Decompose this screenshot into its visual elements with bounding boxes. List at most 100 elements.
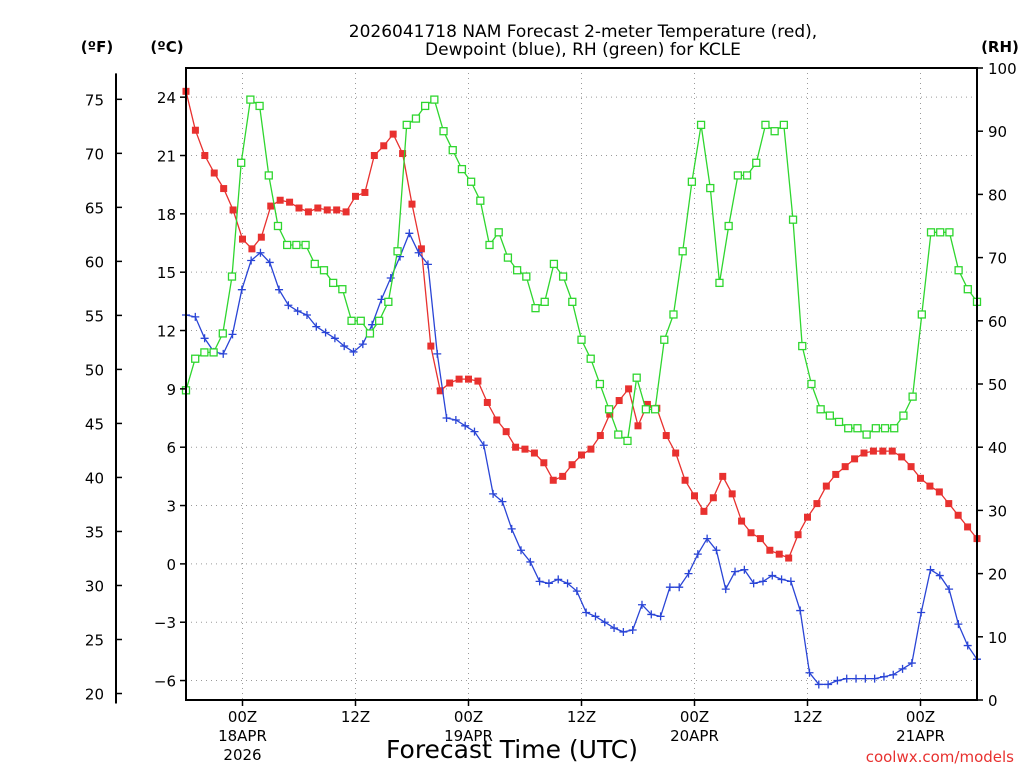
rh-point — [200, 348, 209, 357]
temperature-point — [615, 397, 623, 405]
dewpoint-point — [768, 571, 777, 580]
series-line-rh — [185, 98, 978, 443]
temperature-point — [700, 507, 708, 515]
series-rh — [181, 95, 982, 446]
dewpoint-point — [228, 330, 237, 339]
temperature-point — [530, 449, 538, 457]
dewpoint-point — [461, 421, 470, 430]
dewpoint-point — [507, 524, 516, 533]
fahrenheit-tick-label: 50 — [85, 361, 104, 379]
rh-point — [963, 285, 972, 294]
fahrenheit-tick-label: 60 — [85, 253, 104, 271]
temperature-point — [738, 517, 746, 525]
dewpoint-point — [368, 320, 377, 329]
temperature-point — [352, 192, 359, 200]
rh-point — [384, 297, 393, 306]
rh-point — [623, 436, 632, 446]
rh-point — [733, 171, 743, 180]
dewpoint-point — [414, 248, 423, 257]
series-line-temperature — [185, 91, 978, 559]
rh-point — [420, 101, 430, 111]
temperature-point — [276, 196, 284, 204]
fahrenheit-tick-label: 30 — [85, 577, 104, 595]
rh-point — [568, 297, 577, 306]
rh-point — [319, 266, 329, 275]
celsius-tick-label: 0 — [166, 556, 176, 574]
dewpoint-point — [377, 295, 386, 304]
temperature-point — [747, 529, 755, 537]
x-tick-label: 12Z — [341, 708, 370, 726]
chart-title-line-2: Dewpoint (blue), RH (green) for KCLE — [425, 40, 741, 60]
dewpoint-point — [247, 256, 256, 265]
rh-tick-label: 30 — [988, 502, 1007, 520]
dewpoint-point — [786, 577, 795, 586]
temperature-point — [540, 459, 548, 467]
temperature-point — [239, 235, 246, 243]
dewpoint-point — [358, 340, 367, 349]
dewpoint-point — [349, 347, 358, 356]
rh-point — [770, 127, 779, 136]
fahrenheit-tick-label: 65 — [85, 199, 104, 217]
temperature-point — [559, 472, 567, 480]
temperature-point — [869, 447, 877, 455]
rh-point — [439, 127, 448, 136]
dewpoint-point — [563, 579, 572, 588]
dewpoint-point — [777, 575, 786, 584]
dewpoint-point — [572, 587, 581, 596]
dewpoint-point — [842, 674, 851, 683]
temperature-point — [201, 152, 209, 160]
temperature-point — [813, 500, 821, 508]
rh-point — [752, 158, 761, 167]
series-layer — [181, 87, 982, 689]
fahrenheit-tick-label: 75 — [85, 91, 104, 109]
dewpoint-point — [433, 349, 442, 358]
x-axis-title: Forecast Time (UTC) — [386, 735, 638, 764]
temperature-point — [257, 233, 265, 241]
temperature-point — [549, 476, 557, 484]
dewpoint-point — [265, 258, 274, 267]
x-date-label: 18APR — [218, 727, 267, 745]
dewpoint-point — [665, 583, 674, 592]
temperature-point — [229, 206, 237, 214]
temperature-point — [832, 470, 840, 478]
fahrenheit-tick-label: 35 — [85, 523, 104, 541]
rh-point — [476, 196, 485, 205]
temperature-point — [926, 482, 934, 490]
fahrenheit-tick-label: 55 — [85, 307, 104, 325]
temperature-point — [634, 422, 642, 430]
rh-point — [632, 373, 641, 382]
rh-point — [273, 221, 283, 231]
celsius-tick-label: 15 — [157, 264, 176, 282]
rh-point — [264, 171, 273, 180]
temperature-point — [210, 169, 218, 177]
celsius-tick-label: 24 — [157, 89, 176, 107]
temperature-point — [267, 202, 275, 210]
rh-point — [862, 430, 871, 439]
dewpoint-point — [907, 659, 916, 668]
rh-point — [218, 329, 227, 338]
celsius-tick-label: 12 — [157, 323, 176, 341]
rh-tick-label: 50 — [988, 376, 1007, 394]
dewpoint-point — [805, 668, 814, 677]
rh-point — [411, 114, 421, 123]
dewpoint-point — [889, 670, 898, 679]
dewpoint-point — [619, 627, 628, 636]
rh-point — [246, 95, 255, 104]
temperature-point — [756, 535, 764, 543]
temperature-point — [587, 445, 595, 453]
rh-tick-label: 90 — [988, 123, 1007, 141]
temperature-point — [606, 410, 614, 418]
celsius-unit-label: (ºC) — [150, 38, 183, 56]
dewpoint-point — [591, 612, 600, 621]
rh-point — [807, 379, 816, 389]
dewpoint-point — [312, 322, 321, 331]
rh-unit-label: (RH) — [981, 38, 1019, 56]
temperature-point — [248, 245, 256, 253]
rh-point — [788, 215, 798, 224]
rh-tick-label: 100 — [988, 60, 1017, 78]
dewpoint-point — [275, 285, 284, 294]
celsius-tick-label: 6 — [166, 439, 176, 457]
rh-point — [936, 228, 945, 237]
rh-point — [310, 259, 319, 269]
